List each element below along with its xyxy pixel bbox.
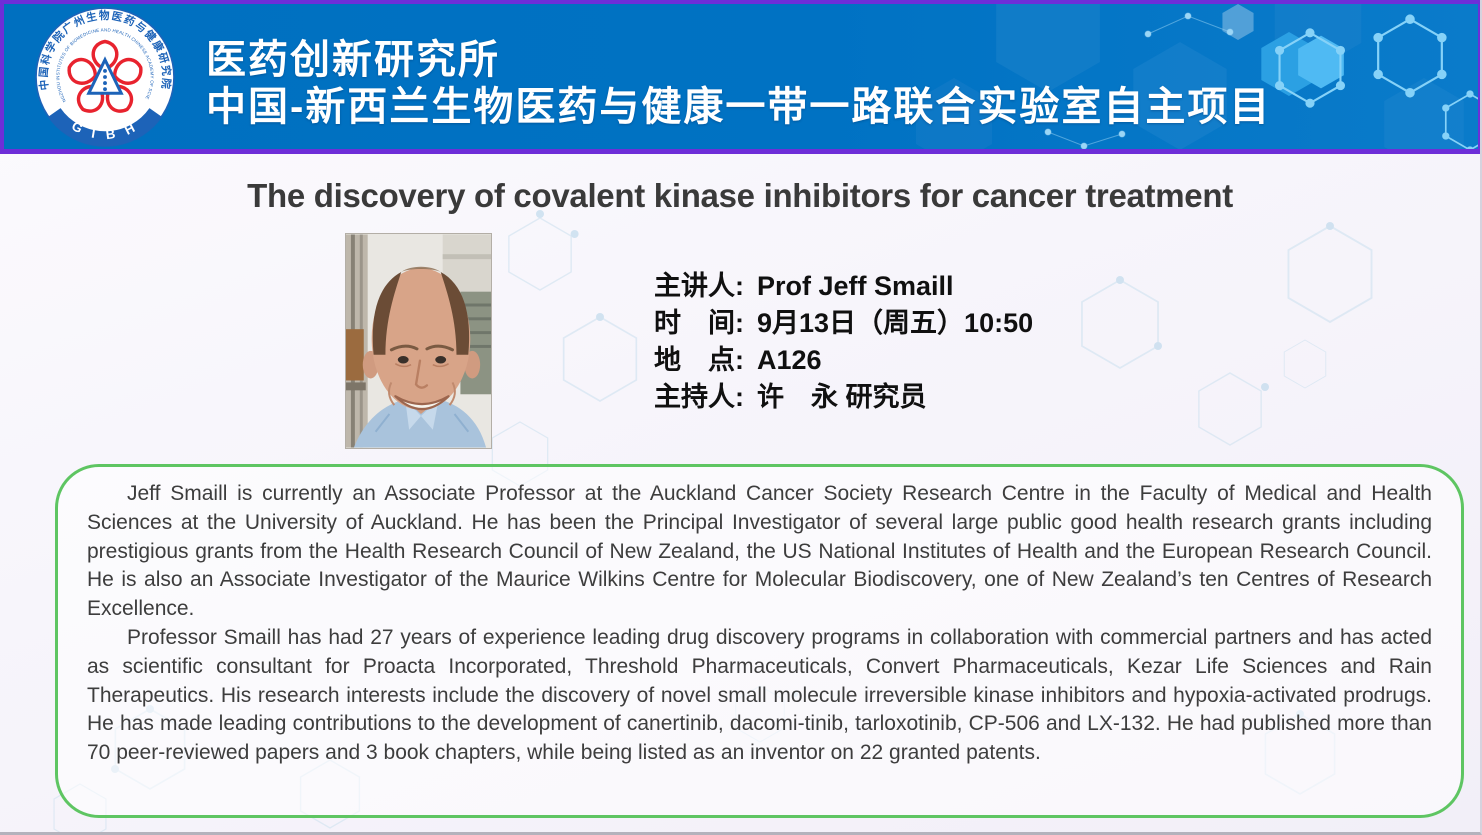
biography-paragraph-2: Professor Smaill has had 27 years of exp… <box>87 625 1432 765</box>
seminar-details: 主讲人: Prof Jeff Smaill 时 间: 9月13日（周五）10:50 … <box>654 268 1033 416</box>
detail-row-speaker: 主讲人: Prof Jeff Smaill <box>654 268 1033 305</box>
seminar-title: The discovery of covalent kinase inhibit… <box>247 177 1233 214</box>
detail-value-time: 9月13日（周五）10:50 <box>757 308 1034 338</box>
biography-paragraph-1: Jeff Smaill is currently an Associate Pr… <box>87 482 1432 621</box>
detail-row-host: 主持人: 许 永 研究员 <box>654 379 1033 416</box>
detail-label-speaker: 主讲人: <box>654 271 744 301</box>
portrait-illustration <box>346 234 491 448</box>
detail-row-venue: 地 点: A126 <box>654 342 1033 379</box>
banner-titles: 医药创新研究所 中国-新西兰生物医药与健康一带一路联合实验室自主项目 <box>206 37 1271 131</box>
biography-box: Jeff Smaill is currently an Associate Pr… <box>55 464 1464 818</box>
detail-value-speaker: Prof Jeff Smaill <box>757 271 954 301</box>
banner-title-line2: 中国-新西兰生物医药与健康一带一路联合实验室自主项目 <box>206 85 1272 129</box>
banner-title-line1: 医药创新研究所 <box>206 38 500 82</box>
detail-label-venue: 地 点: <box>654 345 744 375</box>
detail-label-host: 主持人: <box>654 382 744 412</box>
header-banner: 中国科学院广州生物医药与健康研究院 GUANGZHOU INSTITUTES O… <box>0 0 1480 154</box>
speaker-photo <box>345 233 492 449</box>
plum-blossom-icon <box>67 39 143 113</box>
detail-value-venue: A126 <box>757 345 822 375</box>
detail-value-host: 许 永 研究员 <box>757 382 927 412</box>
detail-label-time: 时 间: <box>654 308 744 338</box>
gibh-logo: 中国科学院广州生物医药与健康研究院 GUANGZHOU INSTITUTES O… <box>34 6 175 147</box>
detail-row-time: 时 间: 9月13日（周五）10:50 <box>654 305 1033 342</box>
